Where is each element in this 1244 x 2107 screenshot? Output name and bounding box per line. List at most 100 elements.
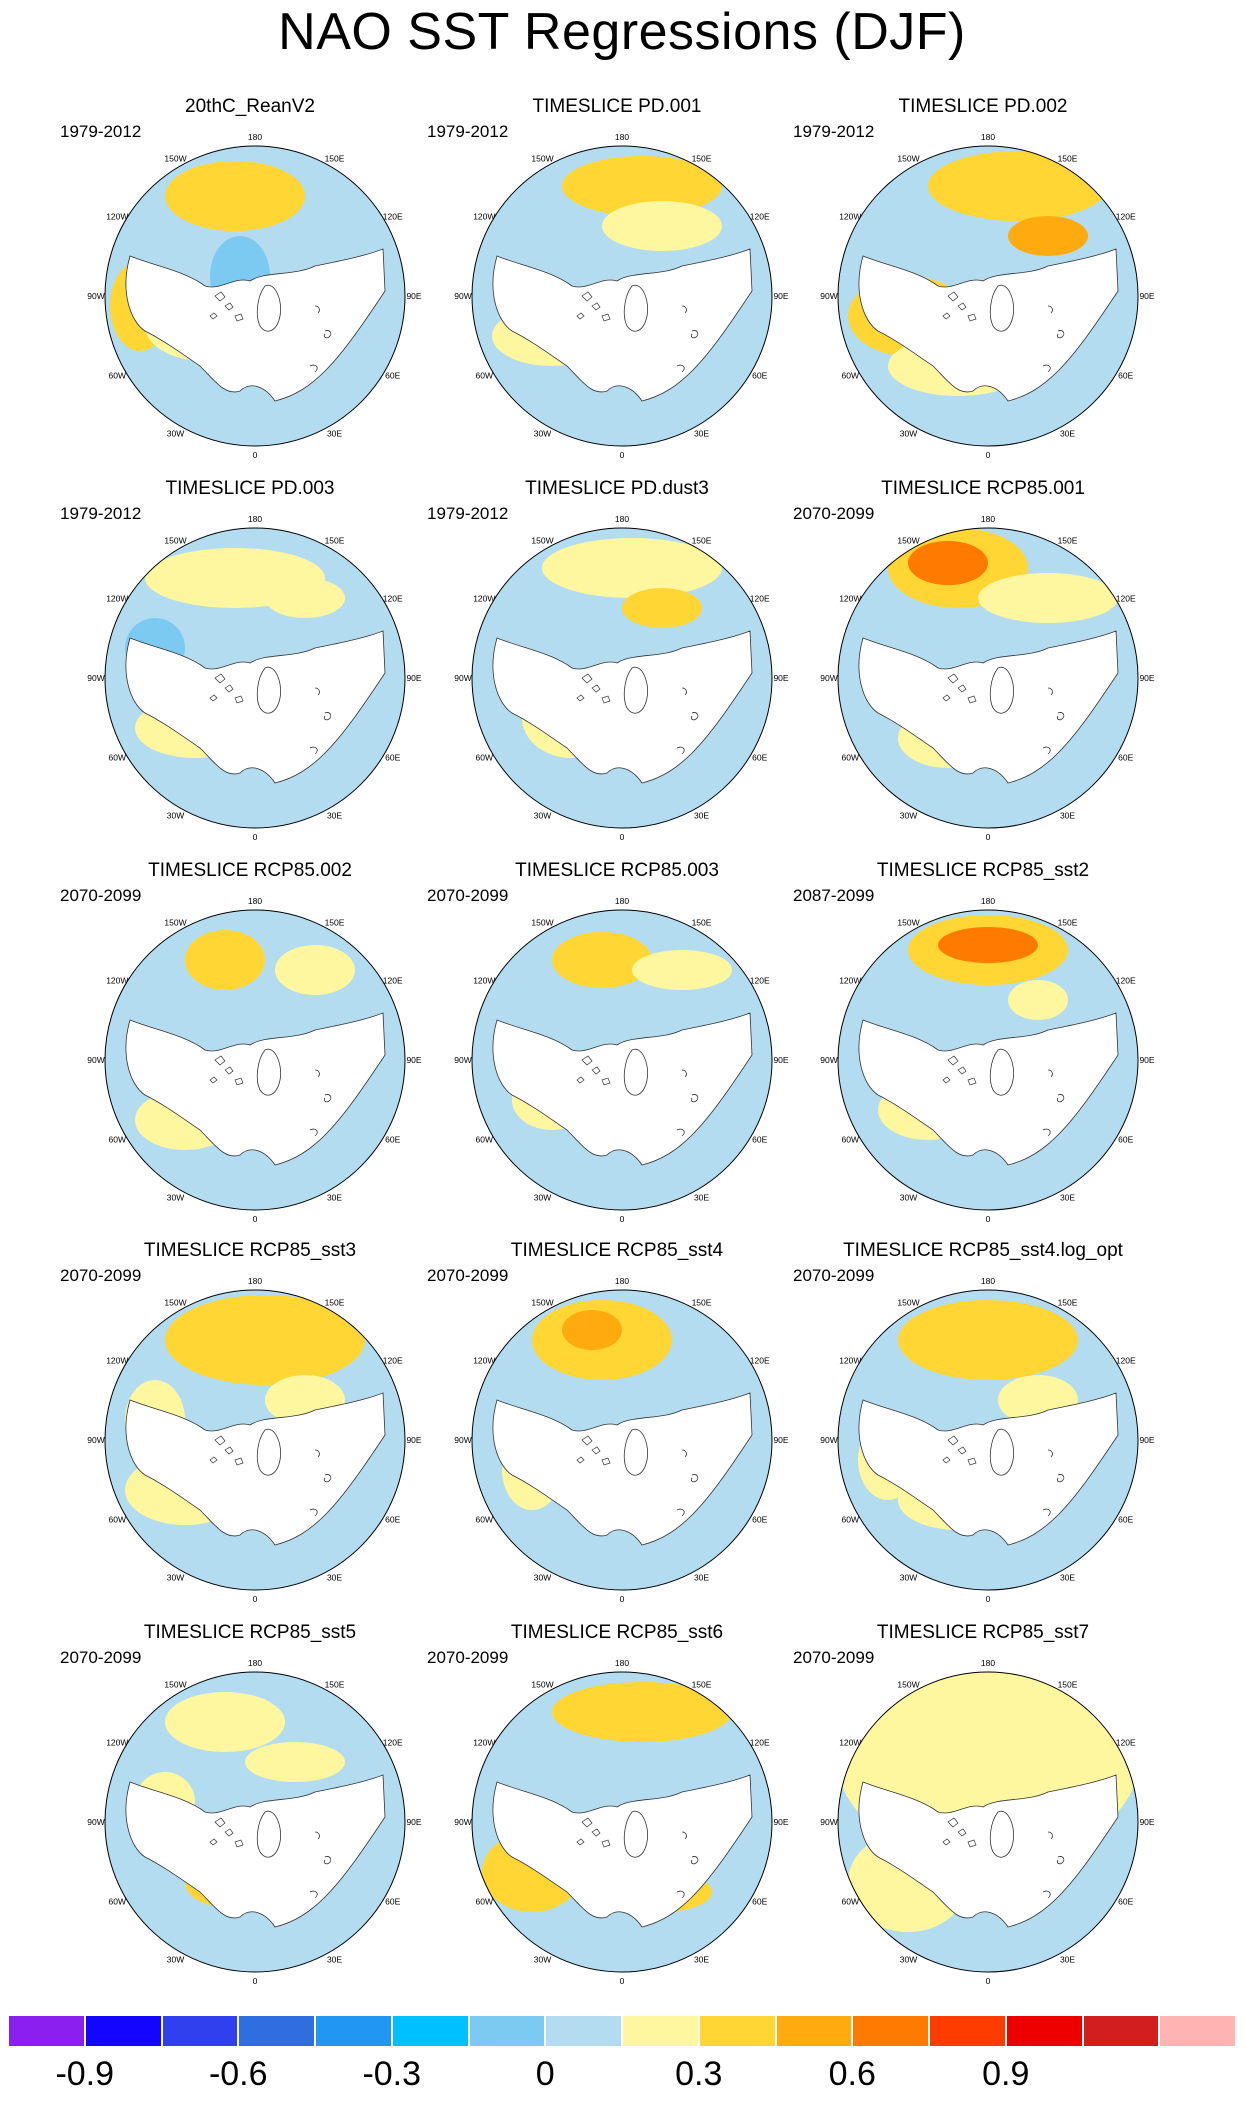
longitude-label: 0 bbox=[253, 450, 258, 460]
longitude-label: 150E bbox=[1058, 1679, 1078, 1689]
longitude-label: 30E bbox=[1060, 429, 1075, 439]
longitude-label: 150W bbox=[897, 1679, 919, 1689]
longitude-label: 120W bbox=[839, 594, 861, 604]
panel-title: TIMESLICE PD.002 bbox=[898, 96, 1068, 117]
longitude-label: 0 bbox=[620, 1594, 625, 1604]
longitude-label: 120W bbox=[839, 976, 861, 986]
panel-title: TIMESLICE RCP85_sst3 bbox=[143, 1240, 357, 1261]
map-panel: TIMESLICE PD.003 1979-2012 180 150E 120E 90E 6… bbox=[60, 478, 440, 868]
polar-map: 180 150E 120E 90E 60E 30E 0 30W 60W 90W 120W 150W bbox=[87, 132, 422, 460]
sst-anomaly-region bbox=[165, 1692, 285, 1752]
map-border bbox=[471, 1671, 773, 1973]
longitude-label: 30E bbox=[694, 1955, 709, 1965]
longitude-label: 90W bbox=[87, 1055, 104, 1065]
longitude-label: 180 bbox=[248, 514, 262, 524]
panel-period: 1979-2012 bbox=[427, 504, 509, 523]
longitude-label: 150E bbox=[1058, 917, 1078, 927]
longitude-label: 60E bbox=[1118, 1515, 1133, 1525]
longitude-label: 60E bbox=[752, 753, 767, 763]
map-panel: TIMESLICE PD.001 1979-2012 180 150E 120E 90E 6… bbox=[427, 96, 807, 486]
longitude-label: 120E bbox=[383, 1738, 403, 1748]
panel-period: 2070-2099 bbox=[427, 1266, 509, 1285]
longitude-label: 60E bbox=[752, 1515, 767, 1525]
longitude-label: 60E bbox=[385, 1897, 400, 1907]
longitude-label: 0 bbox=[620, 832, 625, 842]
map-border bbox=[471, 527, 773, 829]
longitude-label: 30E bbox=[327, 429, 342, 439]
longitude-label: 60W bbox=[476, 1135, 493, 1145]
longitude-label: 150W bbox=[897, 153, 919, 163]
longitude-label: 60W bbox=[109, 1135, 126, 1145]
longitude-label: 90E bbox=[773, 1817, 788, 1827]
longitude-label: 120W bbox=[839, 1738, 861, 1748]
longitude-label: 60W bbox=[109, 1515, 126, 1525]
longitude-label: 180 bbox=[615, 132, 629, 142]
panel-period: 2070-2099 bbox=[793, 1648, 875, 1667]
longitude-label: 60W bbox=[109, 753, 126, 763]
longitude-label: 30E bbox=[1060, 1573, 1075, 1583]
longitude-label: 60W bbox=[109, 1897, 126, 1907]
map-panel: TIMESLICE RCP85_sst3 2070-2099 180 150E 120E… bbox=[60, 1240, 440, 1630]
panel-title: TIMESLICE RCP85.001 bbox=[881, 478, 1085, 499]
longitude-label: 150W bbox=[531, 1297, 553, 1307]
longitude-label: 90W bbox=[454, 1817, 471, 1827]
map-panel: TIMESLICE RCP85_sst4.log_opt 2070-2099 180… bbox=[793, 1240, 1173, 1630]
longitude-label: 90W bbox=[820, 1055, 837, 1065]
longitude-label: 150W bbox=[164, 535, 186, 545]
panel-title: TIMESLICE RCP85.003 bbox=[515, 860, 719, 881]
panel-period: 1979-2012 bbox=[60, 504, 142, 523]
sst-anomaly-region bbox=[622, 588, 702, 628]
map-border bbox=[837, 909, 1139, 1211]
map-border bbox=[471, 909, 773, 1211]
panel-title: 20thC_ReanV2 bbox=[185, 96, 315, 117]
polar-map: 180 150E 120E 90E 60E 30E 0 30W 60W 90W 120W 150W bbox=[87, 896, 422, 1224]
sst-anomaly-region bbox=[908, 541, 988, 585]
longitude-label: 0 bbox=[620, 1214, 625, 1224]
colorbar-swatch bbox=[468, 2015, 546, 2047]
longitude-label: 90W bbox=[454, 1435, 471, 1445]
sst-anomaly-region bbox=[898, 1300, 1078, 1380]
longitude-label: 60E bbox=[752, 371, 767, 381]
longitude-label: 90E bbox=[406, 1817, 421, 1827]
colorbar-swatch bbox=[775, 2015, 853, 2047]
longitude-label: 150W bbox=[164, 917, 186, 927]
map-border bbox=[837, 1289, 1139, 1591]
longitude-label: 120E bbox=[750, 594, 770, 604]
panel-title: TIMESLICE RCP85_sst6 bbox=[510, 1622, 724, 1643]
longitude-label: 30W bbox=[900, 811, 917, 821]
longitude-label: 150W bbox=[531, 917, 553, 927]
map-panel: TIMESLICE RCP85_sst6 2070-2099 180 150E 120E… bbox=[427, 1622, 807, 2012]
colorbar-swatch bbox=[852, 2015, 929, 2047]
colorbar-swatch bbox=[545, 2015, 622, 2047]
map-border bbox=[837, 145, 1139, 447]
longitude-label: 30E bbox=[1060, 1955, 1075, 1965]
colorbar-label: 0.6 bbox=[828, 2055, 876, 2093]
colorbar-label: -0.3 bbox=[362, 2055, 422, 2093]
longitude-label: 30E bbox=[327, 1955, 342, 1965]
longitude-label: 0 bbox=[986, 1594, 991, 1604]
longitude-label: 90W bbox=[820, 291, 837, 301]
longitude-label: 120W bbox=[473, 976, 495, 986]
longitude-label: 90W bbox=[87, 1435, 104, 1445]
longitude-label: 150E bbox=[1058, 535, 1078, 545]
longitude-label: 90W bbox=[454, 291, 471, 301]
longitude-label: 120E bbox=[1116, 594, 1136, 604]
colorbar-swatch bbox=[84, 2015, 162, 2047]
longitude-label: 180 bbox=[248, 1658, 262, 1668]
longitude-label: 120E bbox=[1116, 1356, 1136, 1366]
longitude-label: 90E bbox=[773, 1435, 788, 1445]
longitude-label: 60E bbox=[1118, 371, 1133, 381]
polar-map: 180 150E 120E 90E 60E 30E 0 30W 60W 90W 120W 150W bbox=[87, 1276, 422, 1604]
map-border bbox=[837, 527, 1139, 829]
sst-anomaly-region bbox=[938, 927, 1038, 963]
longitude-label: 180 bbox=[615, 1276, 629, 1286]
colorbar-swatch bbox=[391, 2015, 469, 2047]
longitude-label: 180 bbox=[981, 1658, 995, 1668]
longitude-label: 30W bbox=[900, 1955, 917, 1965]
panel-title: TIMESLICE PD.003 bbox=[165, 478, 335, 499]
longitude-label: 150W bbox=[897, 535, 919, 545]
longitude-label: 60E bbox=[1118, 1135, 1133, 1145]
colorbar-label: -0.9 bbox=[55, 2055, 115, 2093]
sst-anomaly-region bbox=[165, 161, 305, 231]
longitude-label: 150W bbox=[897, 917, 919, 927]
